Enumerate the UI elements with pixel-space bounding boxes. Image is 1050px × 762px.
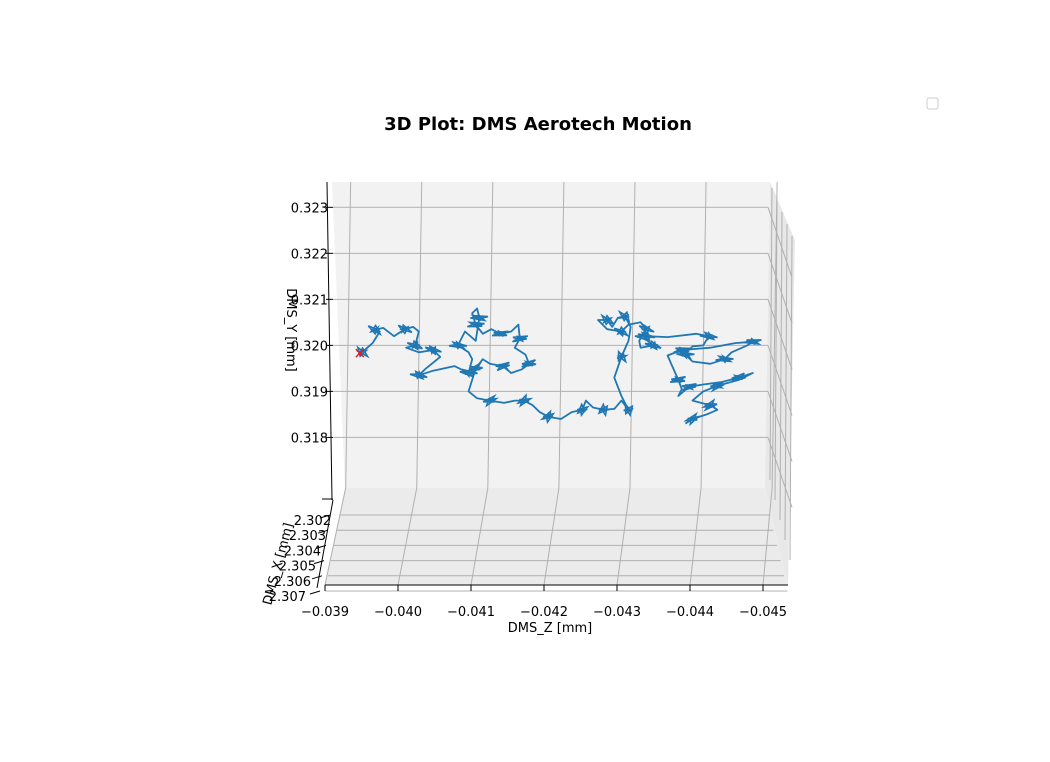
- series-cluster: [617, 309, 631, 324]
- series-cluster: [669, 375, 687, 383]
- series-cluster: [468, 361, 483, 374]
- x-axis-label: DMS_Z [mm]: [508, 621, 593, 636]
- z-tick-mark: [311, 575, 323, 580]
- start-marker: [355, 348, 365, 358]
- side-grid-vertical: [774, 199, 778, 501]
- side-grid-line: [767, 391, 793, 462]
- series-cluster: [466, 321, 485, 330]
- floor-grid-line: [762, 487, 773, 586]
- series-cluster: [701, 398, 718, 412]
- series-cluster: [576, 402, 590, 418]
- y-tick-label: 0.320: [291, 339, 328, 354]
- series-cluster: [616, 349, 630, 364]
- series-cluster: [681, 383, 697, 392]
- x-tick-label: −0.041: [447, 605, 495, 620]
- series-cluster: [512, 335, 529, 343]
- series-cluster: [521, 359, 537, 368]
- floor-grid-line: [543, 487, 560, 586]
- series-cluster: [448, 340, 468, 350]
- floor-grid-line: [470, 487, 489, 586]
- series-cluster: [731, 372, 746, 382]
- floor-grid-line: [616, 487, 631, 586]
- series-cluster: [482, 393, 500, 408]
- series-cluster: [676, 350, 695, 360]
- tick-labels: −0.039 −0.040 −0.041 −0.042 −0.043 −0.044 −0.0…: [269, 201, 787, 620]
- y-tick-label: 0.322: [291, 247, 328, 262]
- series-cluster: [673, 346, 691, 355]
- side-grid-vertical: [769, 187, 773, 481]
- series-cluster: [600, 313, 615, 326]
- series-cluster: [623, 402, 634, 418]
- y-tick-label: 0.319: [291, 385, 328, 400]
- series-cluster: [710, 380, 725, 393]
- series-cluster: [539, 409, 556, 425]
- y-tick-label: 0.318: [291, 431, 328, 446]
- y-tick-label: 0.323: [291, 201, 328, 216]
- side-grid-line: [767, 345, 793, 416]
- z-axis-line: [316, 499, 334, 589]
- z-tick-label: 2.304: [284, 544, 321, 559]
- series-cluster: [644, 339, 662, 351]
- series-cluster: [683, 411, 701, 427]
- series-cluster: [699, 330, 718, 341]
- series-cluster: [715, 353, 734, 364]
- chart-title: 3D Plot: DMS Aerotech Motion: [384, 114, 692, 135]
- z-tick-label: 2.307: [269, 590, 306, 605]
- z-tick-label: 2.306: [274, 575, 311, 590]
- floor-grid-line: [324, 487, 347, 586]
- series-cluster: [495, 361, 510, 372]
- z-tick-label: 2.302: [294, 514, 331, 529]
- series-cluster: [637, 331, 656, 342]
- side-grid-line: [767, 299, 793, 370]
- y-axis-line: [326, 181, 333, 501]
- series-cluster: [638, 323, 655, 335]
- z-tick-mark: [317, 529, 329, 534]
- x-tick-label: −0.042: [520, 605, 568, 620]
- x-tick-label: −0.043: [593, 605, 641, 620]
- side-grid-vertical: [779, 211, 783, 521]
- series-cluster: [397, 323, 413, 335]
- z-tick-label: 2.305: [279, 560, 316, 575]
- series-cluster: [597, 402, 609, 418]
- x-tick-label: −0.045: [739, 605, 787, 620]
- side-grid-vertical: [784, 223, 788, 541]
- back-pane: [332, 182, 770, 488]
- z-tick-mark: [319, 514, 331, 519]
- series-cluster: [406, 339, 423, 351]
- series-cluster: [491, 329, 509, 338]
- data-layer: [355, 307, 762, 427]
- side-grid-line: [767, 253, 793, 324]
- x-tick-label: −0.039: [301, 605, 349, 620]
- side-grid-vertical: [789, 235, 793, 561]
- grid-lines: [324, 181, 793, 592]
- series-cluster: [743, 337, 762, 346]
- floor-grid-line: [689, 487, 702, 586]
- series-cluster: [515, 393, 534, 408]
- series-cluster: [470, 313, 489, 322]
- series-cluster: [367, 323, 383, 337]
- y-axis-label: DMS_Y [mm]: [283, 288, 298, 372]
- axes-lines: [309, 181, 788, 595]
- series-cluster: [613, 325, 630, 338]
- z-tick-label: 2.303: [289, 529, 326, 544]
- x-tick-label: −0.044: [666, 605, 714, 620]
- series-cluster: [424, 344, 442, 356]
- floor-grid-line: [397, 487, 418, 586]
- series-cluster: [459, 368, 478, 379]
- series-cluster: [409, 369, 428, 381]
- legend-box[interactable]: [926, 97, 939, 110]
- y-tick-label: 0.321: [291, 293, 328, 308]
- x-tick-label: −0.040: [374, 605, 422, 620]
- z-tick-mark: [309, 590, 321, 595]
